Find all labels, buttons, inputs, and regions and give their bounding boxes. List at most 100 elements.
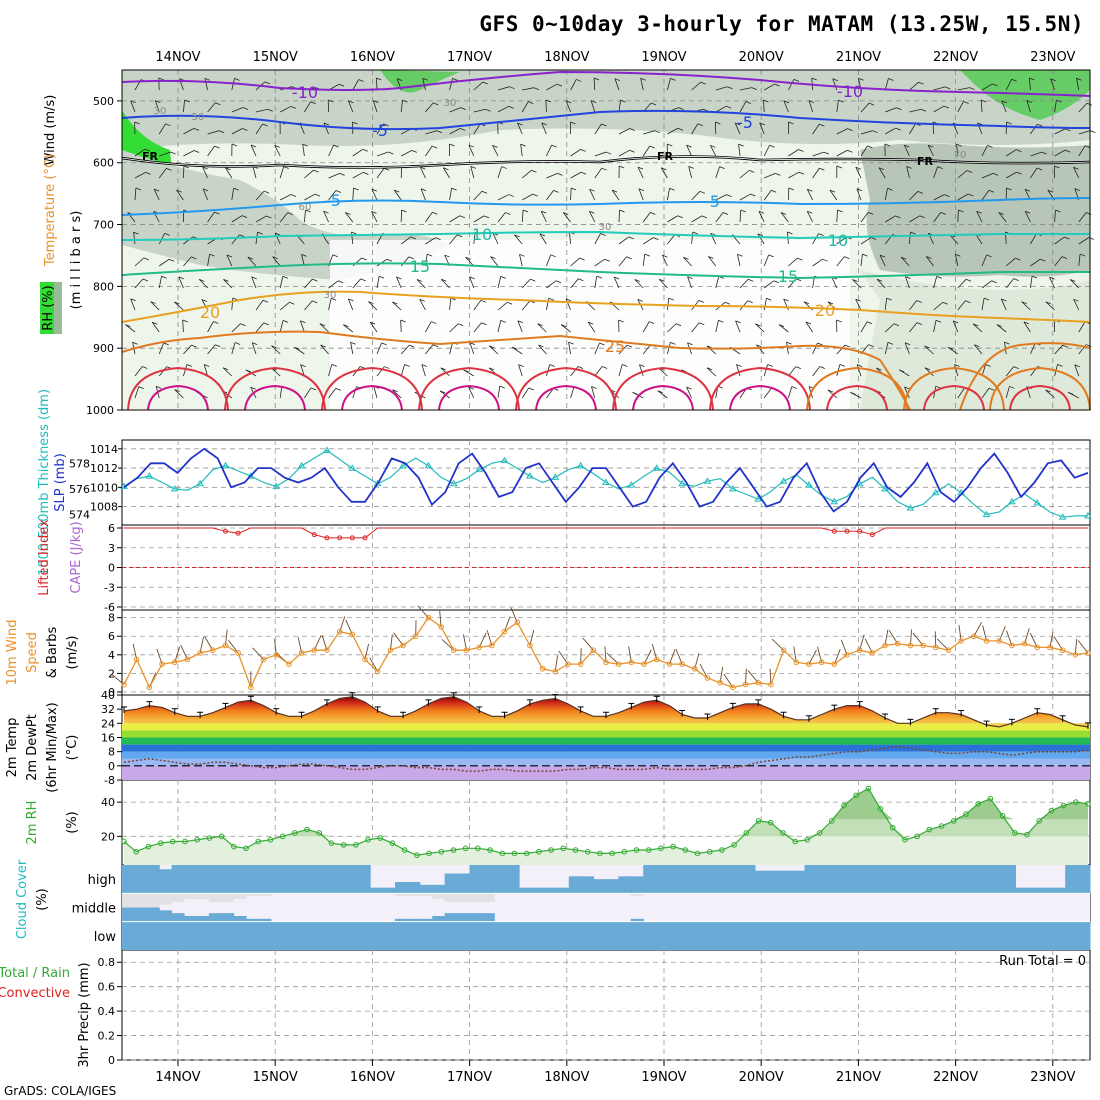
upper-wind-barb-flag	[193, 127, 200, 131]
upper-wind-barb-flag	[918, 81, 924, 85]
upper-wind-barb	[522, 193, 533, 201]
rh-line-point	[206, 835, 213, 841]
upper-wind-barb	[440, 367, 450, 377]
upper-wind-barb	[320, 344, 329, 355]
upper-wind-barb	[251, 276, 257, 289]
upper-wind-barb-flag	[570, 121, 576, 125]
upper-wind-barb-flag	[715, 121, 721, 125]
cloud-bar-high	[1052, 887, 1066, 894]
upper-wind-barb-flag	[593, 77, 600, 81]
contour-35-loop	[438, 384, 500, 411]
upper-wind-barb	[879, 255, 886, 267]
rh-line-point	[987, 795, 994, 802]
upper-wind-barb	[706, 345, 717, 355]
upper-wind-barb	[512, 346, 523, 355]
upper-wind-barb	[231, 323, 241, 333]
wind10-speed-line-point	[171, 659, 178, 666]
upper-wind-barb	[933, 86, 946, 91]
upper-wind-barb	[304, 210, 306, 223]
upper-wind-barb	[836, 209, 838, 223]
cloud-bar-high	[767, 870, 781, 894]
upper-wind-barb	[691, 232, 694, 245]
upper-wind-barb	[183, 165, 185, 179]
upper-wind-barb-flag	[613, 276, 620, 280]
upper-wind-barb	[443, 167, 450, 179]
upper-wind-barb	[134, 366, 143, 377]
upper-wind-barb	[279, 166, 285, 179]
upper-wind-barb	[909, 81, 919, 91]
upper-wind-barb-flag	[620, 99, 626, 103]
upper-wind-barb-flag	[700, 81, 706, 85]
upper-wind-barb-flag	[659, 278, 665, 282]
upper-wind-barb-flag	[331, 364, 337, 367]
upper-wind-barb	[952, 320, 959, 333]
upper-wind-barb-flag	[245, 369, 251, 373]
upper-wind-barb-flag	[271, 345, 277, 349]
upper-wind-barb-flag	[234, 342, 241, 345]
cloud-bar-high	[854, 865, 868, 894]
upper-wind-barb-flag	[601, 123, 607, 127]
upper-wind-barb-flag	[706, 367, 713, 371]
upper-wind-barb-flag	[996, 324, 1002, 327]
upper-wind-barb-flag	[1049, 276, 1055, 280]
upper-wind-barb	[691, 123, 699, 135]
upper-wind-barb	[812, 258, 823, 267]
upper-wind-barb	[981, 254, 988, 267]
thickness-marker	[196, 479, 204, 487]
cloud-bar-high	[531, 887, 545, 894]
contour-label: -5	[704, 192, 720, 211]
upper-wind-barb	[207, 344, 216, 355]
upper-wind-barb	[1030, 151, 1042, 157]
cloud-bar-high	[581, 876, 595, 894]
upper-wind-barb-flag	[747, 300, 753, 304]
upper-wind-barb	[546, 190, 554, 201]
upper-wind-barb	[304, 101, 311, 113]
rh-line-point	[706, 848, 713, 855]
rh-line-point	[218, 833, 225, 840]
upper-wind-barb-flag	[469, 342, 476, 346]
upper-wind-barb	[492, 232, 499, 245]
upper-wind-barb	[304, 193, 316, 201]
rh-line-point	[719, 847, 725, 853]
upper-wind-barb-flag	[214, 145, 220, 149]
wind10-speed-line-point	[945, 647, 952, 653]
upper-wind-barb-flag	[312, 300, 318, 304]
upper-wind-barb	[425, 145, 433, 157]
upper-wind-barb	[640, 78, 644, 91]
upper-wind-barb	[546, 145, 552, 157]
upper-wind-barb-flag	[351, 231, 357, 235]
upper-wind-barb	[328, 144, 334, 157]
upper-wind-barb	[618, 149, 630, 157]
upper-wind-barb-flag	[411, 150, 417, 153]
upper-wind-barb-flag	[386, 258, 393, 262]
upper-wind-barb	[538, 344, 547, 355]
rh-line-point	[304, 826, 310, 833]
upper-wind-barb-flag	[130, 298, 136, 302]
upper-wind-barb	[247, 256, 257, 267]
upper-wind-barb-flag	[649, 321, 655, 324]
upper-wind-barb	[981, 83, 993, 91]
contour-30-loop	[515, 366, 617, 411]
cloud-bar-high	[655, 865, 669, 894]
thickness-marker	[170, 484, 179, 492]
upper-wind-barb	[909, 232, 911, 245]
upper-wind-barb-flag	[750, 193, 756, 197]
contour-label: -5	[372, 121, 388, 140]
upper-wind-barb	[449, 323, 459, 333]
temperature-contours	[121, 70, 1091, 411]
upper-wind-barb-flag	[783, 100, 790, 104]
upper-wind-barb-flag	[698, 300, 704, 303]
upper-wind-barb	[618, 344, 628, 355]
wind10-speed-line-point	[628, 659, 635, 666]
wind10-tick-label: 6	[108, 630, 115, 643]
upper-wind-barb-flag	[338, 280, 344, 284]
wind10-speed-line-point	[362, 656, 368, 663]
upper-wind-barb-flag	[968, 193, 974, 197]
upper-wind-barb	[520, 144, 523, 157]
cloud-bar-low	[630, 921, 644, 950]
cloud-bar-low	[407, 921, 421, 950]
upper-wind-barb	[827, 389, 838, 399]
cloud-bar-low	[395, 921, 408, 950]
upper-wind-barb	[925, 256, 934, 267]
